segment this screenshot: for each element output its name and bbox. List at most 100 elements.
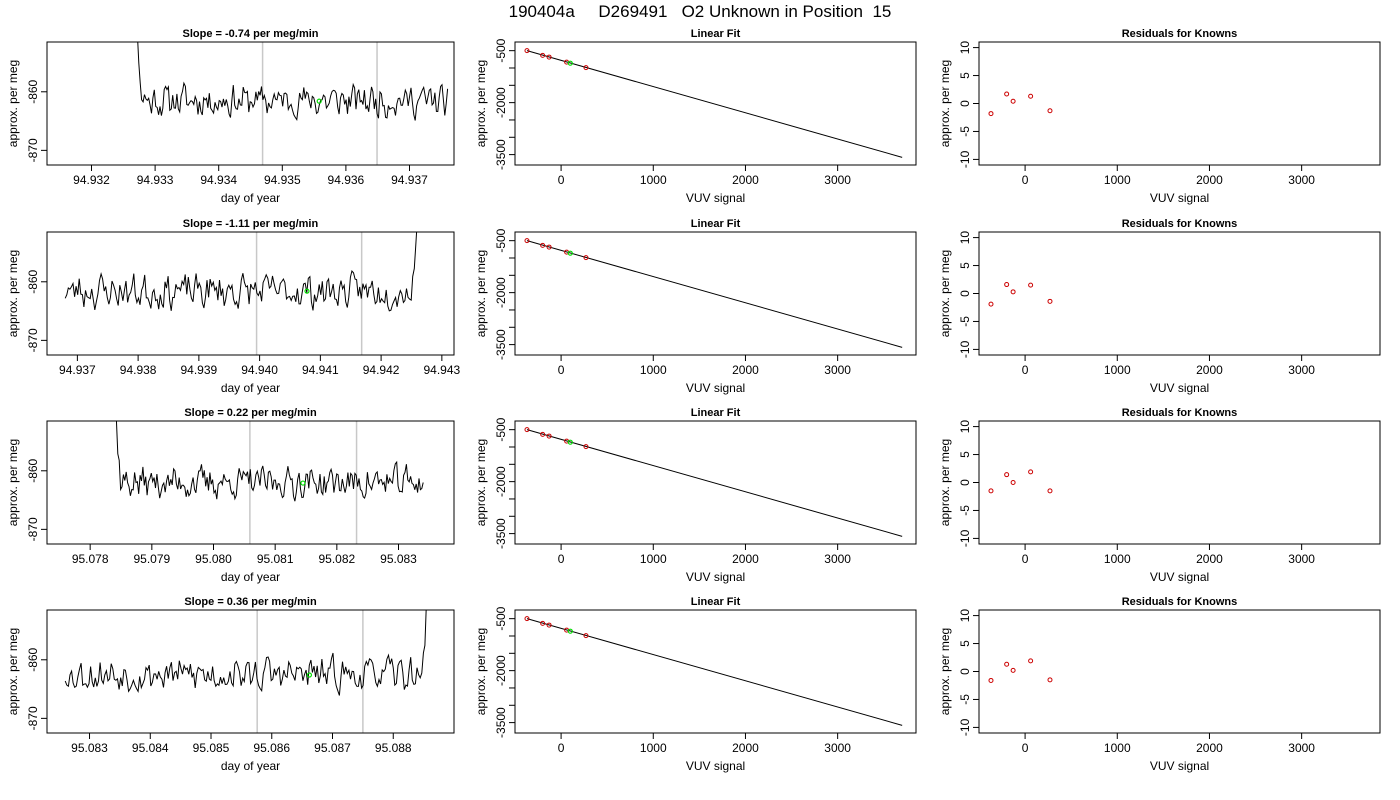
panel-1-fit-known-point: [583, 65, 589, 71]
panel-2-trace-ytick-label: -860: [26, 269, 40, 293]
panel-4-residuals-title: Residuals for Knowns: [1122, 596, 1238, 608]
panel-4-residuals-residual-point: [988, 677, 994, 683]
panel-4-residuals-xtick-label: 2000: [1196, 741, 1223, 755]
panel-2-fit-xtick-label: 2000: [732, 363, 759, 377]
panel-3-residuals-ytick-label: -5: [958, 505, 972, 516]
panel-2-trace-xtick-label: 94.941: [302, 363, 339, 377]
panel-4-trace-xtick-label: 95.083: [71, 741, 108, 755]
panel-2-fit-xtick-label: 3000: [824, 363, 851, 377]
panel-4-trace-xtick-label: 95.087: [314, 741, 351, 755]
panel-2-trace-xtick-label: 94.938: [120, 363, 157, 377]
panel-2-residuals-xtick-label: 0: [1022, 363, 1029, 377]
panel-2-trace-xtick-label: 94.943: [423, 363, 460, 377]
panel-1-trace-xtick-label: 94.935: [264, 173, 301, 187]
panel-1-trace-xtick-label: 94.937: [391, 173, 428, 187]
panel-1-residuals-xtick-label: 1000: [1104, 173, 1131, 187]
panel-1-fit-ylabel: approx. per meg: [474, 60, 488, 147]
panel-2-fit-ytick-label: -500: [494, 228, 508, 252]
panel-3-residuals-xtick-label: 1000: [1104, 552, 1131, 566]
panel-1-residuals-ytick-label: -5: [958, 126, 972, 137]
panel-4-trace-xtick-label: 95.086: [253, 741, 290, 755]
panel-2-fit-xlabel: VUV signal: [686, 381, 745, 395]
panel-3-fit-ytick-label: -3500: [494, 518, 508, 549]
panel-3-fit-xlabel: VUV signal: [686, 570, 745, 584]
panel-4-fit-ytick-label: -3500: [494, 707, 508, 738]
panel-4-residuals-xtick-label: 1000: [1104, 741, 1131, 755]
panel-1-residuals-residual-point: [1028, 93, 1034, 99]
panel-2-fit-ytick-label: -3500: [494, 329, 508, 360]
panel-1-fit-fit-line: [526, 50, 903, 158]
panel-3-residuals-xtick-label: 0: [1022, 552, 1029, 566]
panel-3-residuals-residual-point: [1004, 472, 1010, 478]
panel-4-fit-xtick-label: 1000: [640, 741, 667, 755]
panel-2-residuals-residual-point: [1047, 298, 1053, 304]
panel-1-residuals-xtick-label: 0: [1022, 173, 1029, 187]
panel-4-fit-ylabel: approx. per meg: [474, 628, 488, 715]
panel-1-residuals-ytick-label: 5: [958, 72, 972, 79]
panel-2-trace-frame: [46, 231, 455, 356]
panel-2-residuals-ytick-label: -10: [958, 340, 972, 358]
panel-3-residuals-title: Residuals for Knowns: [1122, 407, 1238, 419]
panel-2-trace-xlabel: day of year: [221, 381, 280, 395]
panel-1-fit-xtick-label: 2000: [732, 173, 759, 187]
panel-2-fit-title: Linear Fit: [691, 218, 741, 230]
panel-3-trace-frame: [46, 420, 455, 545]
panel-2-residuals-ytick-label: 10: [958, 231, 972, 245]
panel-1-residuals-ytick-label: 10: [958, 41, 972, 55]
panel-3-residuals-ylabel: approx. per meg: [938, 439, 952, 526]
panel-1-trace-ytick-label: -860: [26, 79, 40, 103]
panel-1-residuals-ytick-label: -10: [958, 150, 972, 168]
panel-1-fit-xlabel: VUV signal: [686, 191, 745, 205]
panel-2-residuals-ytick-label: 0: [958, 290, 972, 297]
panel-2-residuals-xlabel: VUV signal: [1150, 381, 1209, 395]
panel-1-fit-frame: [514, 41, 917, 166]
panel-4-fit-xlabel: VUV signal: [686, 759, 745, 773]
panel-4-fit-ytick-label: -2000: [494, 655, 508, 686]
panel-2-residuals-residual-point: [1004, 282, 1010, 288]
panel-4-residuals-residual-point: [1004, 661, 1010, 667]
panel-2-residuals-ytick-label: -5: [958, 316, 972, 327]
panel-2-residuals-xtick-label: 1000: [1104, 363, 1131, 377]
panel-4-fit-xtick-label: 0: [558, 741, 565, 755]
panel-1-residuals-residual-point: [988, 111, 994, 117]
panel-2-residuals-xtick-label: 3000: [1288, 363, 1315, 377]
panel-2-trace-unknown-point: [304, 288, 310, 294]
panel-3-trace-xtick-label: 95.079: [133, 552, 170, 566]
panel-4-fit-fit-line: [526, 618, 903, 726]
panel-1-trace-xtick-label: 94.936: [328, 173, 365, 187]
panel-4-residuals-ylabel: approx. per meg: [938, 628, 952, 715]
panel-4-residuals-frame: [978, 609, 1381, 734]
panel-2-fit-ylabel: approx. per meg: [474, 250, 488, 337]
panel-3-residuals-xtick-label: 2000: [1196, 552, 1223, 566]
panel-3-residuals-residual-point: [1028, 469, 1034, 475]
panel-2-residuals-residual-point: [988, 301, 994, 307]
panel-2-trace-xtick-label: 94.942: [363, 363, 400, 377]
panel-1-trace-unknown-point: [316, 98, 322, 104]
panel-4-residuals-ytick-label: -10: [958, 718, 972, 736]
panel-2-fit-xtick-label: 0: [558, 363, 565, 377]
panel-1-residuals-ytick-label: 0: [958, 100, 972, 107]
panel-3-residuals-ytick-label: -10: [958, 529, 972, 547]
panel-1-fit-xtick-label: 3000: [824, 173, 851, 187]
panel-3-residuals-xlabel: VUV signal: [1150, 570, 1209, 584]
panel-4-trace-frame: [46, 609, 455, 734]
panel-4-trace-ytick-label: -870: [26, 706, 40, 730]
panel-1-fit-xtick-label: 0: [558, 173, 565, 187]
panel-2-trace-title: Slope = -1.11 per meg/min: [183, 218, 319, 230]
panel-3-fit-known-point: [524, 427, 530, 433]
panel-3-fit-xtick-label: 3000: [824, 552, 851, 566]
panel-2-trace-ylabel: approx. per meg: [6, 250, 20, 337]
panel-3-fit-known-point: [583, 444, 589, 450]
panel-1-residuals-title: Residuals for Knowns: [1122, 28, 1238, 40]
panel-3-residuals-ytick-label: 10: [958, 420, 972, 434]
panel-2-fit-frame: [514, 231, 917, 356]
panel-3-fit-ylabel: approx. per meg: [474, 439, 488, 526]
panel-1-trace-xtick-label: 94.933: [137, 173, 174, 187]
panel-4-residuals-ytick-label: 10: [958, 609, 972, 623]
panel-1-trace-title: Slope = -0.74 per meg/min: [182, 28, 318, 40]
panel-3-trace-ytick-label: -870: [26, 517, 40, 541]
panel-4-fit-known-point: [540, 620, 546, 626]
panel-1-trace-frame: [46, 41, 455, 166]
panel-4-residuals-ytick-label: 0: [958, 668, 972, 675]
